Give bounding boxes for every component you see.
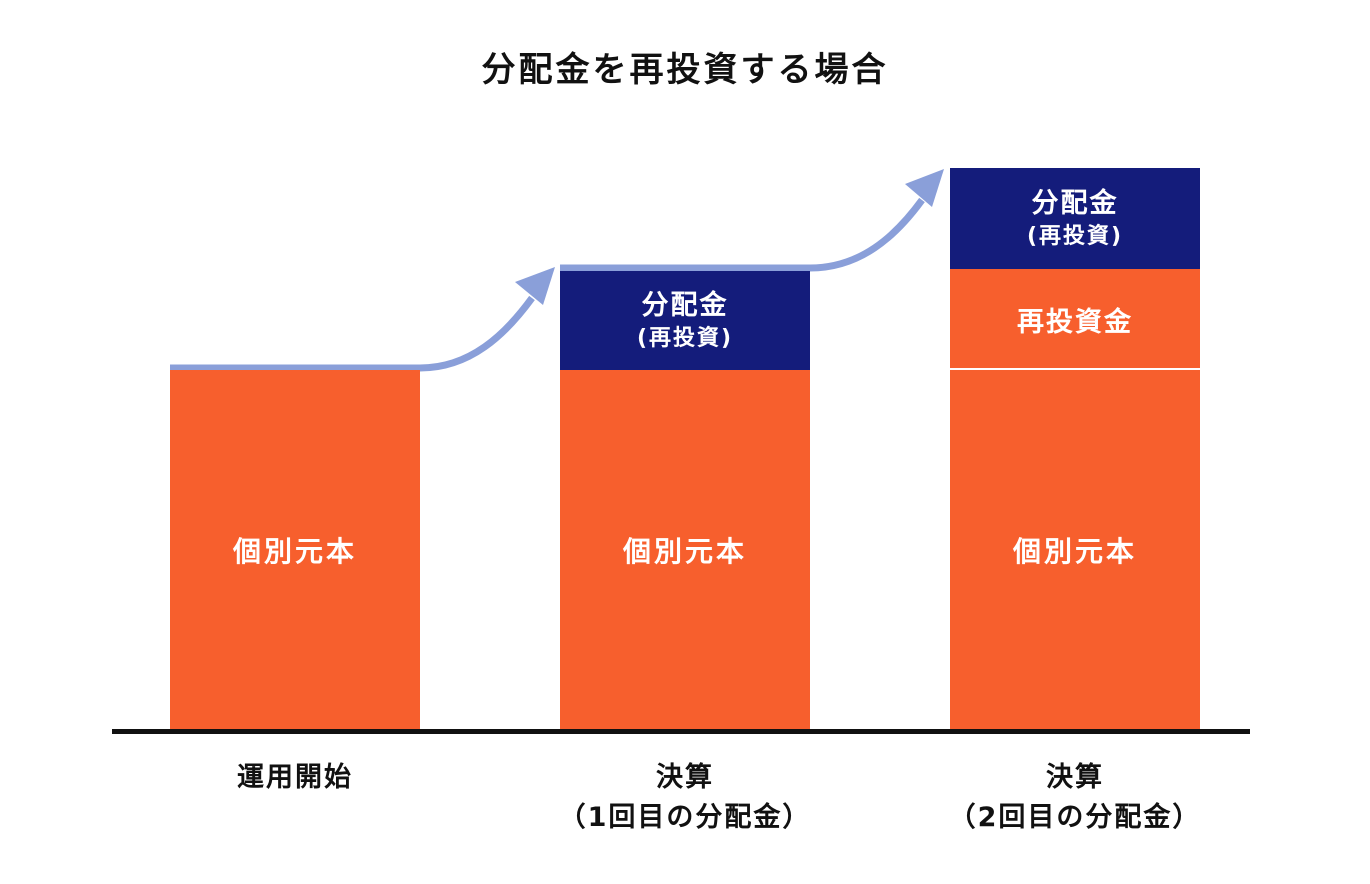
diagram-title: 分配金を再投資する場合 — [481, 50, 889, 90]
bar-3-separator — [950, 368, 1200, 370]
x-label-2: 決算 （1回目の分配金） — [559, 758, 810, 838]
bar-3-dividend-sublabel: (再投資) — [1026, 223, 1124, 249]
growth-arrow-2 — [560, 197, 925, 272]
bar-2-dividend-label: 分配金 — [641, 289, 729, 321]
bar-3-dividend: 分配金 (再投資) — [950, 168, 1200, 269]
bar-2-principal-label: 個別元本 — [622, 535, 747, 568]
bar-2-principal: 個別元本 — [560, 370, 810, 730]
bar-2-dividend-sublabel: (再投資) — [636, 325, 734, 351]
bar-1-principal: 個別元本 — [170, 370, 420, 730]
baseline — [112, 729, 1250, 734]
x-label-3-line2: （2回目の分配金） — [948, 802, 1202, 833]
growth-arrow-2-head — [905, 169, 944, 207]
x-label-1: 運用開始 — [170, 758, 420, 798]
bar-3-reinvest: 再投資金 — [950, 269, 1200, 369]
x-label-2-line2: （1回目の分配金） — [558, 802, 812, 833]
growth-arrow-1-head — [515, 267, 555, 305]
x-label-2-line1: 決算 — [656, 762, 714, 793]
x-label-1-line1: 運用開始 — [237, 762, 353, 793]
x-label-3: 決算 （2回目の分配金） — [949, 758, 1200, 838]
bar-2-dividend: 分配金 (再投資) — [560, 271, 810, 370]
bar-3-dividend-label: 分配金 — [1031, 187, 1119, 219]
x-label-3-line1: 決算 — [1046, 762, 1104, 793]
bar-3-principal: 個別元本 — [950, 370, 1200, 730]
bar-1-principal-label: 個別元本 — [232, 535, 357, 568]
bar-3-reinvest-label: 再投資金 — [1017, 306, 1133, 338]
growth-arrow-1 — [170, 295, 535, 372]
bar-3-principal-label: 個別元本 — [1012, 535, 1137, 568]
